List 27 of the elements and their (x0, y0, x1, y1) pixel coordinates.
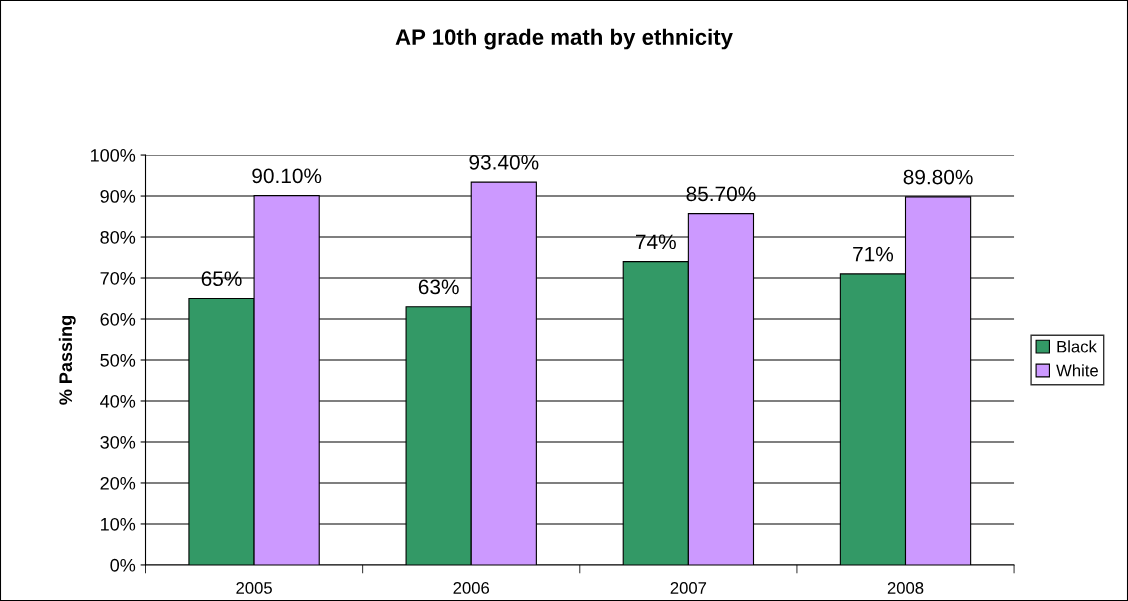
y-tick-label: 50% (100, 353, 136, 367)
data-label: 71% (853, 246, 894, 262)
y-tick-label: 20% (100, 476, 136, 490)
y-tick-label: 40% (100, 394, 136, 408)
y-tick-label: 90% (100, 189, 136, 203)
y-tick-label: 70% (100, 271, 136, 285)
x-tick-label: 2006 (453, 582, 490, 594)
y-axis-title: % Passing (58, 316, 76, 405)
legend-label: White (1056, 364, 1098, 377)
y-tick-label: 80% (100, 230, 136, 244)
y-tick-label: 0% (110, 558, 136, 572)
data-label: 63% (418, 279, 459, 295)
y-tick-label: 10% (101, 517, 136, 531)
x-tick-label: 2007 (670, 582, 707, 594)
y-tick-label: 60% (100, 312, 136, 326)
data-label: 90.10% (252, 168, 322, 184)
data-label: 65% (201, 271, 242, 287)
legend-label: Black (1057, 340, 1097, 353)
x-tick-label: 2008 (887, 582, 924, 594)
data-label: 89.80% (903, 169, 973, 185)
data-label: 85.70% (686, 186, 756, 202)
y-tick-label: 100% (90, 148, 136, 162)
x-tick-label: 2005 (236, 582, 272, 594)
y-tick-label: 30% (100, 435, 136, 449)
chart-title: AP 10th grade math by ethnicity (395, 28, 733, 50)
data-label: 93.40% (469, 154, 539, 170)
data-label: 74% (636, 234, 676, 250)
